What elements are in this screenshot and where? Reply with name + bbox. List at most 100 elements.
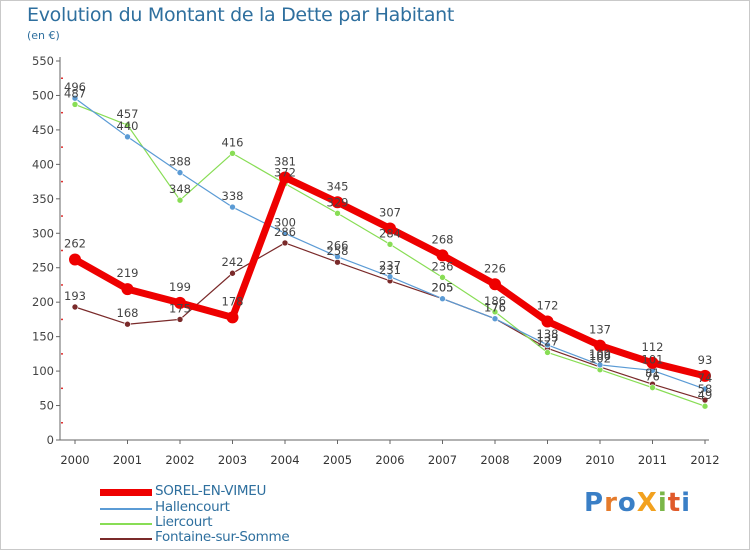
data-label-s1: 496 xyxy=(64,80,86,94)
chart-unit-label: (en €) xyxy=(27,29,60,42)
data-label-s2: 284 xyxy=(379,226,401,240)
data-point-s3 xyxy=(334,258,341,266)
data-label-s3: 242 xyxy=(222,255,244,269)
x-tick-label: 2001 xyxy=(113,453,142,467)
data-label-s1: 101 xyxy=(642,352,664,366)
data-label-s3: 258 xyxy=(327,244,349,258)
data-point-s2 xyxy=(544,349,551,356)
data-point-s0 xyxy=(541,315,554,328)
data-point-s0 xyxy=(279,171,291,184)
data-label-s3: 133 xyxy=(537,330,559,344)
data-label-s1: 74 xyxy=(698,371,713,385)
x-tick-label: 2012 xyxy=(690,453,719,467)
data-point-s0 xyxy=(384,222,396,235)
logo-letter: r xyxy=(604,488,618,518)
data-point-s3 xyxy=(71,303,79,311)
data-label-s3: 81 xyxy=(645,366,660,380)
data-label-s1: 440 xyxy=(117,119,139,133)
x-tick-label: 2007 xyxy=(428,453,457,467)
x-tick-label: 2005 xyxy=(323,453,352,467)
data-label-s1: 109 xyxy=(589,347,611,361)
data-label-s3: 168 xyxy=(117,306,139,320)
legend-label-liercourt: Liercourt xyxy=(155,514,213,530)
legend-swatch-hallencourt xyxy=(100,508,152,510)
x-tick-label: 2002 xyxy=(165,453,194,467)
data-point-s3 xyxy=(281,239,289,247)
y-tick-label: 450 xyxy=(32,123,54,137)
proxiti-logo: ProXiti xyxy=(584,488,691,518)
data-label-s3: 231 xyxy=(379,263,401,277)
data-point-s0 xyxy=(226,311,239,324)
legend-swatch-sorel xyxy=(100,489,152,496)
data-label-s0: 199 xyxy=(169,280,191,294)
data-point-s1 xyxy=(439,295,446,303)
data-point-s0 xyxy=(331,196,344,209)
data-point-s0 xyxy=(69,253,81,266)
data-label-s0: 307 xyxy=(379,205,401,219)
data-label-s0: 345 xyxy=(327,179,349,193)
y-tick-label: 350 xyxy=(32,192,54,206)
logo-letter: o xyxy=(617,488,637,518)
data-point-s0 xyxy=(646,356,659,369)
data-label-s3: 175 xyxy=(169,301,191,315)
x-tick-label: 2003 xyxy=(218,453,247,467)
logo-letter: i xyxy=(681,488,692,518)
data-label-s1: 205 xyxy=(432,281,454,295)
data-label-s1: 138 xyxy=(537,327,559,341)
legend-label-sorel: SOREL-EN-VIMEU xyxy=(155,483,267,499)
data-point-s1 xyxy=(491,315,499,323)
data-label-s3: 205 xyxy=(432,281,454,295)
data-label-s2: 416 xyxy=(222,135,244,149)
data-point-s2 xyxy=(71,101,79,108)
data-point-s2 xyxy=(491,308,499,316)
data-label-s0: 226 xyxy=(484,261,506,275)
chart-title: Evolution du Montant de la Dette par Hab… xyxy=(27,4,455,26)
data-label-s0: 381 xyxy=(274,154,296,168)
data-label-s0: 262 xyxy=(64,236,86,250)
data-label-s0: 219 xyxy=(117,266,139,280)
data-label-s0: 178 xyxy=(222,294,244,308)
data-point-s0 xyxy=(121,283,134,296)
x-tick-label: 2006 xyxy=(375,453,404,467)
data-point-s2 xyxy=(439,274,446,281)
legend-label-fontaine: Fontaine-sur-Somme xyxy=(155,529,290,545)
data-label-s2: 348 xyxy=(169,182,191,196)
x-tick-label: 2008 xyxy=(480,453,509,467)
y-tick-label: 500 xyxy=(32,88,54,102)
data-point-s1 xyxy=(71,94,79,102)
legend-label-hallencourt: Hallencourt xyxy=(155,499,230,515)
data-point-s3 xyxy=(176,316,184,323)
data-label-s0: 268 xyxy=(432,232,454,246)
data-label-s2: 49 xyxy=(698,388,713,402)
data-label-s1: 300 xyxy=(274,215,296,229)
data-label-s2: 236 xyxy=(432,259,454,273)
data-point-s2 xyxy=(176,196,184,204)
data-label-s3: 286 xyxy=(274,225,296,239)
x-tick-label: 2009 xyxy=(533,453,562,467)
data-point-s1 xyxy=(701,385,709,393)
y-tick-label: 200 xyxy=(32,295,54,309)
data-point-s1 xyxy=(229,203,236,211)
data-point-s0 xyxy=(699,369,711,382)
data-label-s1: 266 xyxy=(327,239,349,253)
x-tick-label: 2000 xyxy=(60,453,89,467)
data-label-s0: 137 xyxy=(589,323,611,337)
logo-letter: X xyxy=(636,488,658,518)
data-point-s2 xyxy=(649,384,656,391)
y-tick-label: 550 xyxy=(32,54,54,68)
data-point-s2 xyxy=(701,402,709,410)
x-tick-label: 2004 xyxy=(270,453,299,467)
data-point-s1 xyxy=(176,169,184,176)
y-tick-label: 300 xyxy=(32,226,54,240)
data-point-s1 xyxy=(281,229,289,237)
data-point-s2 xyxy=(334,209,341,217)
x-tick-label: 2011 xyxy=(638,453,667,467)
data-label-s3: 193 xyxy=(64,289,86,303)
y-tick-label: 50 xyxy=(39,399,54,413)
data-point-s2 xyxy=(386,240,394,248)
logo-letter: P xyxy=(584,488,605,518)
data-label-s2: 102 xyxy=(589,352,611,366)
data-label-s3: 176 xyxy=(484,301,506,315)
y-tick-label: 250 xyxy=(32,261,54,275)
